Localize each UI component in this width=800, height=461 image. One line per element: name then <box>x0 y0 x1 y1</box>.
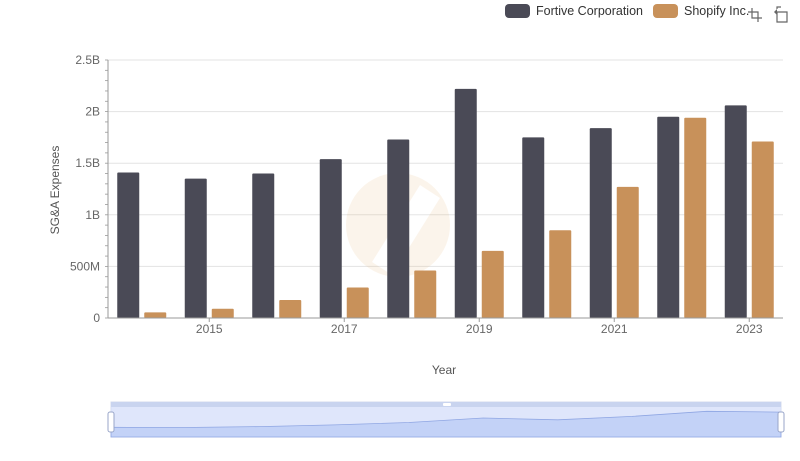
bar-fortive-2019[interactable] <box>454 88 477 318</box>
slider-left-handle[interactable] <box>107 411 115 433</box>
y-tick-label: 1B <box>85 208 100 222</box>
bar-shopify-2020[interactable] <box>549 230 572 318</box>
slider-right-handle[interactable] <box>777 411 785 433</box>
bar-fortive-2016[interactable] <box>252 173 275 318</box>
x-axis-title: Year <box>432 363 456 377</box>
grid-lines <box>108 59 783 319</box>
bar-shopify-2014[interactable] <box>144 312 167 318</box>
y-tick-label: 500M <box>70 259 100 273</box>
x-tick-label: 2023 <box>736 322 763 336</box>
bar-fortive-2020[interactable] <box>522 137 545 318</box>
x-tick-label: 2017 <box>331 322 358 336</box>
bar-shopify-2019[interactable] <box>481 250 504 318</box>
y-axis-title: SG&A Expenses <box>48 146 62 235</box>
legend: Fortive Corporation Shopify Inc. <box>505 4 749 18</box>
bar-fortive-2014[interactable] <box>117 172 140 318</box>
bar-fortive-2022[interactable] <box>657 116 680 318</box>
bar-fortive-2015[interactable] <box>184 178 207 318</box>
bars <box>117 88 774 319</box>
y-tick-label: 0 <box>93 311 100 325</box>
legend-swatch-fortive <box>505 4 530 18</box>
bar-fortive-2017[interactable] <box>319 159 342 318</box>
y-tick-label: 1.5B <box>75 156 100 170</box>
restore-icon[interactable] <box>772 6 790 24</box>
bar-fortive-2018[interactable] <box>387 139 410 318</box>
x-tick-label: 2015 <box>196 322 223 336</box>
bar-shopify-2017[interactable] <box>346 287 369 318</box>
legend-swatch-shopify <box>653 4 678 18</box>
legend-label-shopify: Shopify Inc. <box>684 4 750 18</box>
legend-item-fortive[interactable]: Fortive Corporation <box>505 4 643 18</box>
bar-shopify-2022[interactable] <box>684 117 707 319</box>
y-tick-label: 2B <box>85 105 100 119</box>
bar-shopify-2015[interactable] <box>211 308 234 318</box>
toolbox <box>746 6 790 24</box>
y-tick-label: 2.5B <box>75 53 100 67</box>
axes: 0 500M 1B 1.5B 2B 2.5B 2015 2017 2019 2021 2023 <box>70 53 783 336</box>
bar-shopify-2021[interactable] <box>616 186 639 318</box>
bar-shopify-2016[interactable] <box>279 299 302 318</box>
zoom-icon[interactable] <box>746 6 764 24</box>
legend-item-shopify[interactable]: Shopify Inc. <box>653 4 749 18</box>
bar-shopify-2023[interactable] <box>751 141 774 318</box>
slider-center-grip[interactable] <box>443 403 451 406</box>
x-tick-label: 2019 <box>466 322 493 336</box>
data-zoom-slider[interactable] <box>107 401 785 438</box>
legend-label-fortive: Fortive Corporation <box>536 4 643 18</box>
bar-shopify-2018[interactable] <box>414 270 437 318</box>
x-tick-label: 2021 <box>601 322 628 336</box>
slider-preview-area <box>110 410 782 438</box>
bar-fortive-2023[interactable] <box>724 105 747 319</box>
bar-fortive-2021[interactable] <box>589 128 612 318</box>
